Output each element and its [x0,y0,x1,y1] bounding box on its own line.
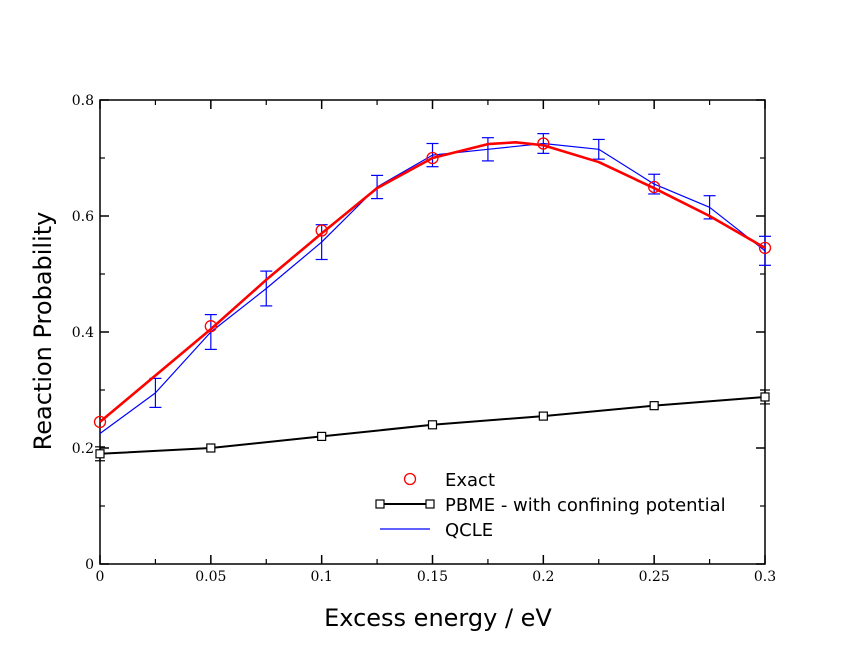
y-tick-label: 0.4 [72,325,94,341]
exact-point [93,415,107,429]
x-tick-label: 0.25 [639,569,670,585]
exact-fit-curve [99,141,766,423]
pbme-point [206,443,216,453]
x-tick-label: 0.2 [532,569,554,585]
x-tick-label: 0.1 [311,569,333,585]
pbme-point [760,392,770,402]
exact-point [537,137,550,150]
y-axis-title: Reaction Probability [29,212,57,451]
legend: Exact PBME - with confining potential QCLE [375,470,726,541]
x-tick-label: 0.15 [417,569,448,585]
legend-exact-marker [403,472,417,486]
exact-point [426,151,439,165]
x-tick-label: 0 [96,569,105,585]
pbme-point [317,431,327,441]
pbme-point [95,449,105,459]
pbme-point [427,420,438,430]
pbme-point [649,401,659,411]
x-tick-label: 0.3 [754,569,776,585]
exact-point [204,320,217,333]
y-tick-label: 0 [85,557,94,573]
exact-point [758,241,772,255]
legend-label-pbme: PBME - with confining potential [445,495,726,516]
legend-label-exact: Exact [445,470,495,491]
legend-label-qcle: QCLE [445,520,493,541]
qcle-series-line [99,142,766,434]
legend-pbme-marker [375,499,385,509]
x-axis-title: Excess energy / eV [324,604,552,632]
exact-point [648,180,661,194]
pbme-point [538,411,548,421]
y-tick-label: 0.2 [72,441,94,457]
legend-pbme-marker [425,499,435,509]
y-tick-label: 0.6 [72,209,94,225]
exact-point [315,224,328,237]
x-tick-label: 0.05 [195,569,226,585]
y-tick-label: 0.8 [72,93,94,109]
